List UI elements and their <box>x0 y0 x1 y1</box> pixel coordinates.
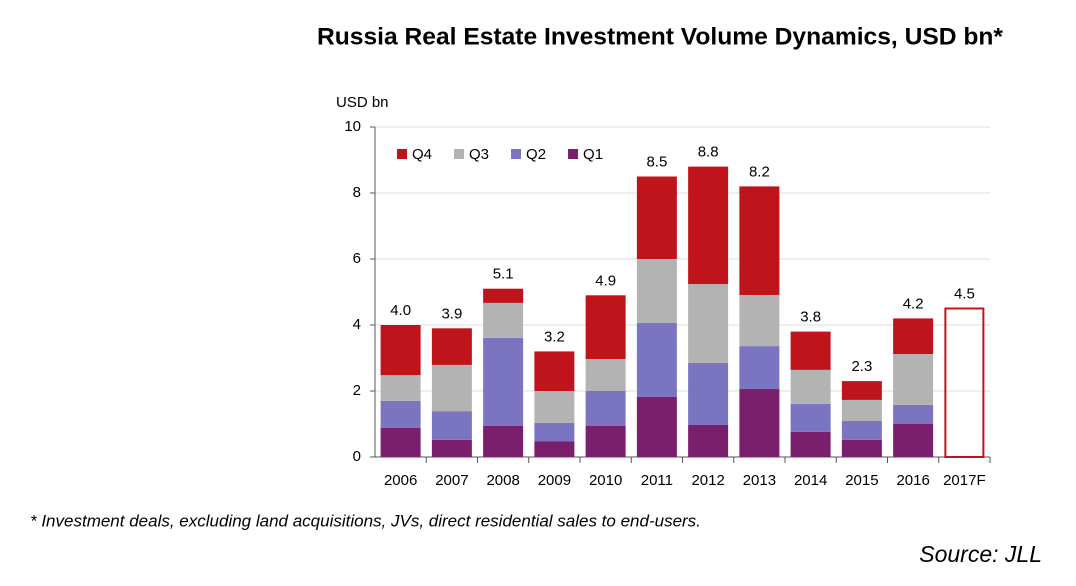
bar-segment <box>893 354 934 405</box>
bar-segment <box>636 323 677 397</box>
y-tick-label: 6 <box>353 250 361 267</box>
bar-segment <box>380 427 421 457</box>
data-label: 5.1 <box>493 266 514 283</box>
x-tick-label: 2016 <box>896 472 929 489</box>
y-tick-label: 0 <box>353 448 361 465</box>
data-label: 4.5 <box>954 285 975 302</box>
bar-segment <box>841 439 882 457</box>
bar-segment <box>841 381 882 400</box>
x-tick-label: 2007 <box>435 472 468 489</box>
x-tick-label: 2006 <box>384 472 417 489</box>
bar-segment <box>534 391 575 424</box>
bar-segment <box>534 351 575 391</box>
bar-segment <box>688 362 729 425</box>
legend-swatch <box>397 149 407 159</box>
footnote: * Investment deals, excluding land acqui… <box>30 511 701 530</box>
bar-segment <box>431 411 472 440</box>
bar-segment <box>636 396 677 457</box>
y-axis-label: USD bn <box>336 94 389 111</box>
bar-segment <box>483 288 524 303</box>
data-label: 8.8 <box>698 144 719 161</box>
bar-segment <box>585 425 626 457</box>
legend-label: Q2 <box>526 146 546 163</box>
bar-segment <box>483 337 524 426</box>
x-tick-label: 2014 <box>794 472 827 489</box>
legend-swatch <box>568 149 579 159</box>
bar-segment <box>380 325 421 376</box>
bar-segment <box>790 431 831 457</box>
data-label: 8.5 <box>646 153 667 170</box>
bar-segment <box>431 328 472 365</box>
forecast-bar <box>944 307 985 458</box>
legend-label: Q3 <box>469 146 489 163</box>
bar-segment <box>636 176 677 259</box>
bar-segment <box>739 389 780 457</box>
bar-segment <box>841 399 882 422</box>
bar-segment <box>688 424 729 457</box>
x-tick-label: 2015 <box>845 472 878 489</box>
y-tick-label: 8 <box>353 184 361 201</box>
bar-segment <box>790 369 831 404</box>
bar-segment <box>739 294 780 347</box>
x-tick-label: 2012 <box>691 472 724 489</box>
bar-segment <box>636 259 677 324</box>
legend-label: Q1 <box>583 146 603 163</box>
bar-segment <box>483 302 524 338</box>
bar-segment <box>534 441 575 457</box>
bar-segment <box>585 295 626 359</box>
x-tick-label: 2009 <box>538 472 571 489</box>
bar-segment <box>688 166 729 285</box>
bar-segment <box>585 358 626 391</box>
bar-segment <box>585 391 626 426</box>
x-tick-label: 2010 <box>589 472 622 489</box>
bar-segment <box>893 318 934 355</box>
data-label: 3.8 <box>800 309 821 326</box>
data-label: 8.2 <box>749 163 770 180</box>
bar-segment <box>380 400 421 428</box>
x-tick-label: 2011 <box>641 472 673 489</box>
bar-segment <box>380 375 421 401</box>
bar-segment <box>893 404 934 424</box>
data-label: 4.9 <box>595 272 616 289</box>
bar-segment <box>739 346 780 390</box>
bar-segment <box>893 424 934 457</box>
x-tick-label: 2017F <box>943 472 986 489</box>
bar-segment <box>431 364 472 412</box>
source: Source: JLL <box>919 541 1042 567</box>
chart-title: Russia Real Estate Investment Volume Dyn… <box>317 23 1004 50</box>
data-label: 4.2 <box>903 295 924 312</box>
legend-label: Q4 <box>412 146 432 163</box>
bar-segment <box>841 421 882 440</box>
bar-segment <box>739 186 780 295</box>
y-tick-label: 2 <box>353 382 361 399</box>
bar-segment <box>790 331 831 370</box>
data-label: 4.0 <box>390 302 411 319</box>
bar-segment <box>688 284 729 363</box>
bar-segment <box>790 403 831 432</box>
legend-swatch <box>511 149 522 159</box>
data-label: 3.9 <box>441 305 462 322</box>
bar-segment <box>483 425 524 457</box>
x-tick-label: 2013 <box>743 472 776 489</box>
y-tick-label: 10 <box>344 118 361 135</box>
x-tick-label: 2008 <box>486 472 519 489</box>
bar-segment <box>431 439 472 457</box>
data-label: 3.2 <box>544 328 565 345</box>
y-tick-label: 4 <box>353 316 361 333</box>
data-label: 2.3 <box>851 358 872 375</box>
legend-swatch <box>454 149 465 159</box>
bar-segment <box>534 423 575 442</box>
